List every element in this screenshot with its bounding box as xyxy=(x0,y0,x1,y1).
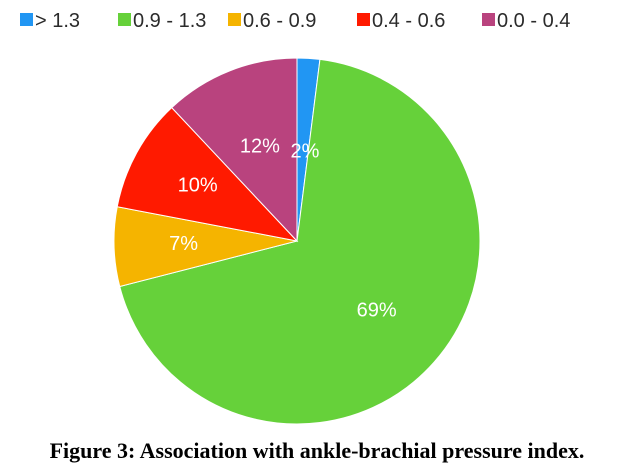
legend-item-2: 0.9 - 1.3 xyxy=(118,10,206,32)
pie-slice-4 xyxy=(116,106,299,242)
legend-label: 0.4 - 0.6 xyxy=(372,10,445,32)
pie-slices xyxy=(113,57,481,425)
data-label-slice-5: 12% xyxy=(240,136,280,158)
legend-swatch xyxy=(482,13,495,26)
legend-label: 0.0 - 0.4 xyxy=(497,10,570,32)
data-label-slice-3: 7% xyxy=(169,233,198,255)
figure-caption: Figure 3: Association with ankle-brachia… xyxy=(49,438,585,463)
pie-slice-5 xyxy=(171,57,298,243)
legend-label: 0.9 - 1.3 xyxy=(133,10,206,32)
pie-chart: > 1.3 0.9 - 1.3 0.6 - 0.9 0.4 - 0.6 0.0 - 0.… xyxy=(20,10,570,425)
data-label-slice-2: 69% xyxy=(357,299,397,321)
legend-swatch xyxy=(20,13,33,26)
legend-label: > 1.3 xyxy=(35,10,80,32)
legend-swatch xyxy=(118,13,131,26)
pie-slice-2 xyxy=(119,58,481,425)
legend-swatch xyxy=(228,13,241,26)
legend-item-1: > 1.3 xyxy=(20,10,80,32)
legend-item-3: 0.6 - 0.9 xyxy=(228,10,316,32)
legend: > 1.3 0.9 - 1.3 0.6 - 0.9 0.4 - 0.6 0.0 - 0.… xyxy=(20,10,570,32)
legend-item-4: 0.4 - 0.6 xyxy=(357,10,445,32)
data-label-slice-4: 10% xyxy=(178,175,218,197)
data-label-slice-1: 2% xyxy=(291,140,320,162)
slice-labels: 2% 69% 7% 10% 12% xyxy=(169,136,397,322)
legend-label: 0.6 - 0.9 xyxy=(243,10,316,32)
legend-swatch xyxy=(357,13,370,26)
legend-item-5: 0.0 - 0.4 xyxy=(482,10,570,32)
